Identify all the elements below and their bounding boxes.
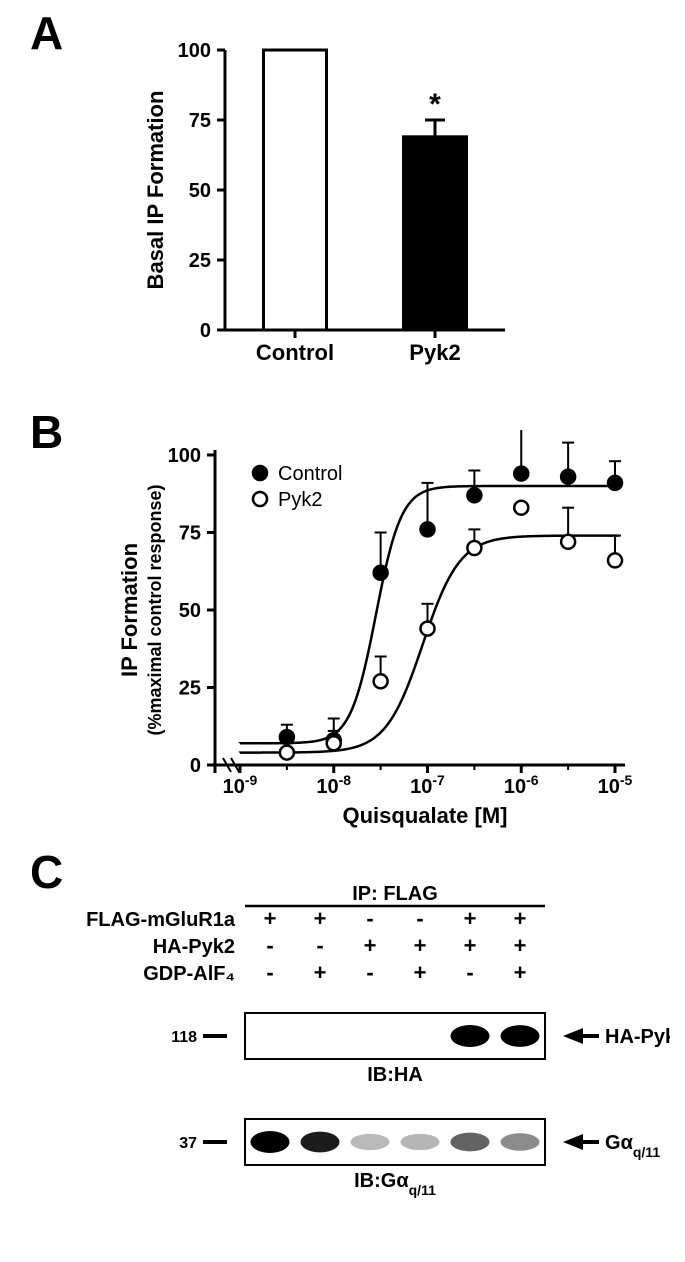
svg-text:Gαq/11: Gαq/11 bbox=[605, 1132, 660, 1160]
svg-text:+: + bbox=[464, 906, 477, 931]
svg-text:Pyk2: Pyk2 bbox=[278, 489, 322, 511]
svg-text:+: + bbox=[514, 933, 527, 958]
svg-text:118: 118 bbox=[171, 1029, 197, 1046]
panel-letter-a: A bbox=[30, 6, 63, 60]
svg-text:100: 100 bbox=[178, 40, 211, 62]
svg-text:Quisqualate [M]: Quisqualate [M] bbox=[342, 803, 507, 828]
svg-text:(%maximal control response): (%maximal control response) bbox=[145, 484, 165, 735]
svg-text:10-8: 10-8 bbox=[316, 772, 351, 798]
panel-c-blots: IP: FLAGFLAG-mGluR1a++--++HA-Pyk2--++++G… bbox=[30, 880, 670, 1260]
svg-text:10-7: 10-7 bbox=[410, 772, 445, 798]
svg-text:0: 0 bbox=[190, 755, 201, 777]
svg-text:50: 50 bbox=[189, 180, 211, 202]
svg-text:IB:Gαq/11: IB:Gαq/11 bbox=[354, 1170, 436, 1198]
svg-text:50: 50 bbox=[179, 600, 201, 622]
svg-text:+: + bbox=[414, 933, 427, 958]
svg-text:37: 37 bbox=[179, 1135, 197, 1152]
svg-text:IB:HA: IB:HA bbox=[367, 1064, 423, 1086]
svg-text:+: + bbox=[314, 960, 327, 985]
svg-text:Control: Control bbox=[256, 340, 334, 365]
panel-a-chart: 0 25 50 75 100 Basal IP Formation Control Pyk2 * bbox=[130, 30, 560, 390]
svg-text:75: 75 bbox=[189, 110, 211, 132]
svg-text:Control: Control bbox=[278, 463, 342, 485]
svg-text:0: 0 bbox=[200, 320, 211, 342]
svg-text:-: - bbox=[316, 933, 323, 958]
svg-text:+: + bbox=[414, 960, 427, 985]
svg-text:-: - bbox=[266, 960, 273, 985]
svg-text:+: + bbox=[514, 960, 527, 985]
svg-text:-: - bbox=[266, 933, 273, 958]
svg-text:-: - bbox=[366, 906, 373, 931]
svg-text:+: + bbox=[264, 906, 277, 931]
svg-text:Basal IP Formation: Basal IP Formation bbox=[143, 91, 168, 290]
figure-root: A B C 0255075100Basal IP FormationContro… bbox=[0, 0, 685, 1262]
svg-text:25: 25 bbox=[179, 678, 201, 700]
svg-text:GDP-AlF₄: GDP-AlF₄ bbox=[143, 963, 235, 985]
svg-text:-: - bbox=[416, 906, 423, 931]
svg-text:FLAG-mGluR1a: FLAG-mGluR1a bbox=[86, 909, 236, 931]
panel-b-chart: 0 25 50 75 100 IP Formation(%maximal control … bbox=[90, 430, 650, 850]
svg-text:HA-Pyk2: HA-Pyk2 bbox=[605, 1026, 670, 1048]
svg-text:+: + bbox=[514, 906, 527, 931]
svg-text:*: * bbox=[429, 88, 441, 121]
svg-text:-: - bbox=[466, 960, 473, 985]
svg-text:10-9: 10-9 bbox=[223, 772, 258, 798]
svg-text:HA-Pyk2: HA-Pyk2 bbox=[153, 936, 235, 958]
svg-text:75: 75 bbox=[179, 523, 201, 545]
svg-text:25: 25 bbox=[189, 250, 211, 272]
svg-text:Pyk2: Pyk2 bbox=[409, 340, 460, 365]
svg-text:10-6: 10-6 bbox=[504, 772, 539, 798]
svg-text:-: - bbox=[366, 960, 373, 985]
svg-text:10-5: 10-5 bbox=[598, 772, 633, 798]
svg-text:+: + bbox=[464, 933, 477, 958]
svg-text:+: + bbox=[314, 906, 327, 931]
svg-text:IP Formation: IP Formation bbox=[117, 543, 142, 677]
panel-letter-b: B bbox=[30, 405, 63, 459]
svg-text:+: + bbox=[364, 933, 377, 958]
svg-text:100: 100 bbox=[168, 445, 201, 467]
svg-text:IP: FLAG: IP: FLAG bbox=[352, 883, 438, 905]
